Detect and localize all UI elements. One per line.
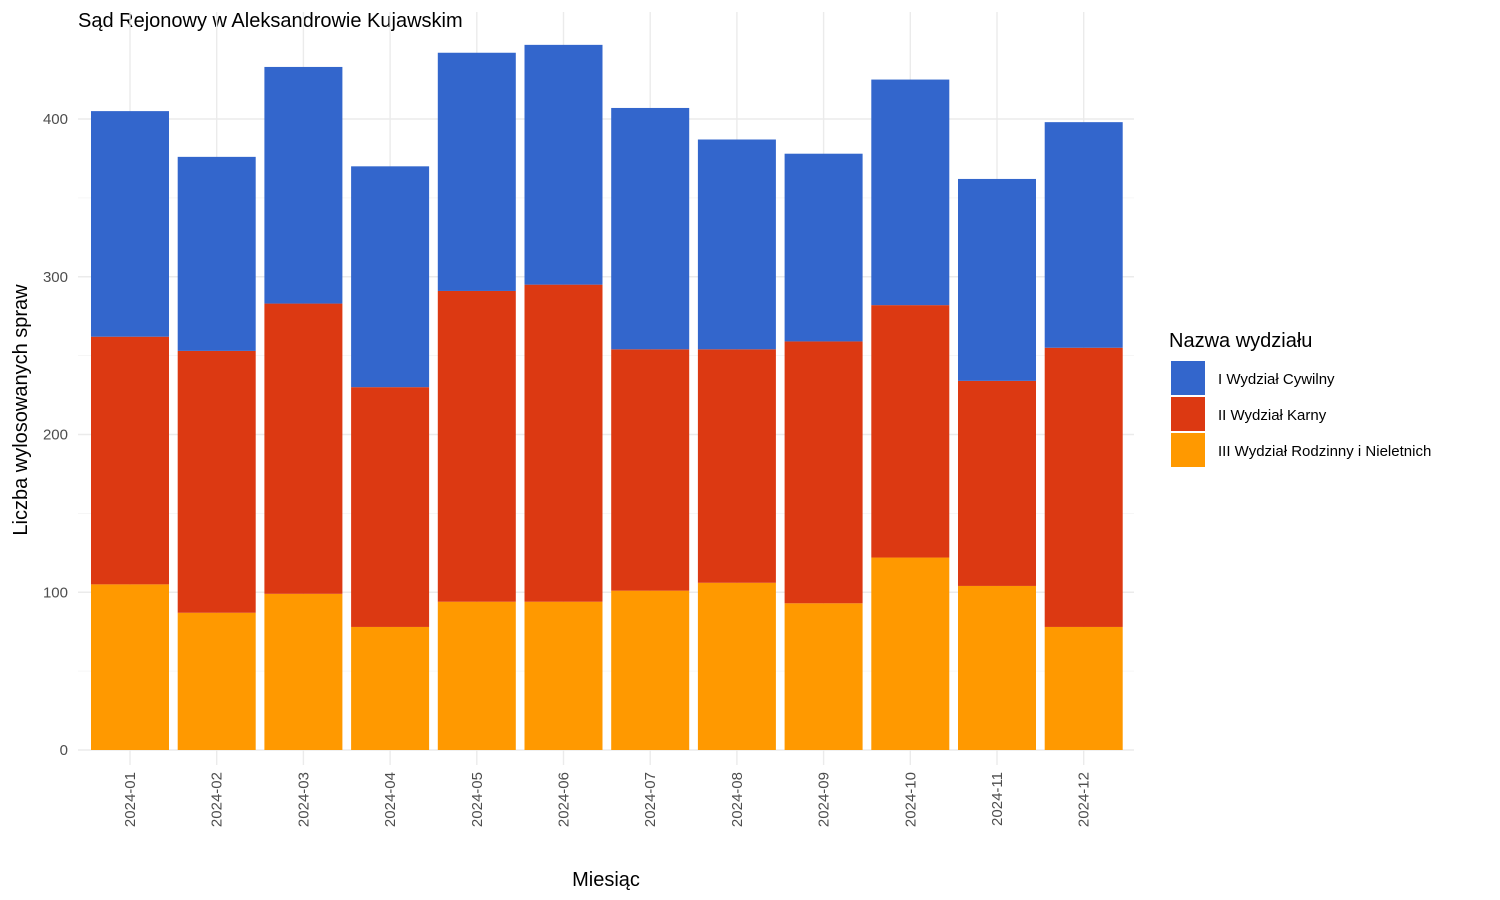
- bar-segment: [611, 107, 690, 350]
- legend-title: Nazwa wydziału: [1169, 330, 1312, 352]
- bar-segment: [1044, 122, 1123, 348]
- bar-segment: [784, 603, 863, 750]
- bar-segment: [697, 349, 776, 583]
- bar-segment: [351, 166, 430, 388]
- legend-swatch: [1171, 397, 1205, 431]
- bar-segment: [697, 139, 776, 350]
- bar-segment: [264, 593, 343, 750]
- chart-title: Sąd Rejonowy w Aleksandrowie Kujawskim: [78, 10, 463, 32]
- bar-segment: [91, 584, 169, 750]
- x-tick-label: 2024-01: [122, 772, 139, 827]
- bar-segment: [958, 585, 1036, 750]
- x-tick-label: 2024-11: [989, 772, 1006, 826]
- bar-segment: [784, 341, 863, 604]
- x-tick-label: 2024-12: [1076, 772, 1093, 827]
- bar-segment: [437, 601, 516, 750]
- x-tick-label: 2024-08: [729, 772, 746, 827]
- bar-segment: [437, 52, 516, 291]
- bar-segment: [1044, 347, 1123, 627]
- y-axis-title: Liczba wylosowanych spraw: [10, 284, 32, 536]
- x-tick-label: 2024-02: [209, 772, 226, 827]
- y-tick-label: 400: [43, 111, 68, 128]
- x-tick-label: 2024-07: [642, 772, 659, 827]
- bar-segment: [958, 380, 1036, 586]
- bar-segment: [91, 111, 169, 337]
- bar-segment: [351, 387, 430, 627]
- legend-swatch: [1171, 361, 1205, 395]
- bar-segment: [871, 557, 950, 750]
- x-tick-label: 2024-06: [556, 772, 573, 827]
- bar-segment: [958, 178, 1036, 381]
- y-tick-label: 0: [60, 742, 68, 759]
- bar-segment: [264, 303, 343, 594]
- x-axis-title: Miesiąc: [572, 869, 640, 891]
- bar-segment: [177, 156, 256, 351]
- bar-segment: [524, 601, 603, 750]
- bar-segment: [524, 284, 603, 602]
- bar-segment: [611, 349, 690, 591]
- bars: [91, 44, 1123, 750]
- bar-segment: [871, 79, 950, 306]
- legend-label: I Wydział Cywilny: [1218, 371, 1335, 388]
- x-tick-label: 2024-05: [469, 772, 486, 827]
- y-tick-label: 200: [43, 427, 68, 444]
- legend-label: III Wydział Rodzinny i Nieletnich: [1218, 443, 1431, 460]
- bar-segment: [177, 612, 256, 750]
- bar-segment: [437, 290, 516, 602]
- legend-label: II Wydział Karny: [1218, 407, 1327, 424]
- x-tick-label: 2024-10: [902, 772, 919, 827]
- legend-swatch: [1171, 433, 1205, 467]
- bar-segment: [784, 153, 863, 342]
- bar-segment: [697, 582, 776, 750]
- x-axis-ticks: 2024-01 2024-02 2024-03 2024-04 2024-05 2024-…: [122, 772, 1093, 827]
- bar-segment: [264, 66, 343, 304]
- y-tick-label: 300: [43, 269, 68, 286]
- legend: Nazwa wydziału I Wydział Cywilny II Wydzi…: [1169, 330, 1431, 467]
- x-tick-label: 2024-09: [816, 772, 833, 827]
- bar-segment: [524, 44, 603, 285]
- bar-segment: [1044, 626, 1123, 750]
- x-tick-label: 2024-03: [295, 772, 312, 827]
- bar-segment: [91, 336, 169, 585]
- bar-segment: [611, 590, 690, 750]
- bar-segment: [351, 626, 430, 750]
- x-tick-label: 2024-04: [382, 772, 399, 827]
- bar-segment: [871, 305, 950, 558]
- bar-segment: [177, 350, 256, 613]
- y-tick-label: 100: [43, 584, 68, 601]
- y-axis-ticks: 0 100 200 300 400: [43, 111, 68, 759]
